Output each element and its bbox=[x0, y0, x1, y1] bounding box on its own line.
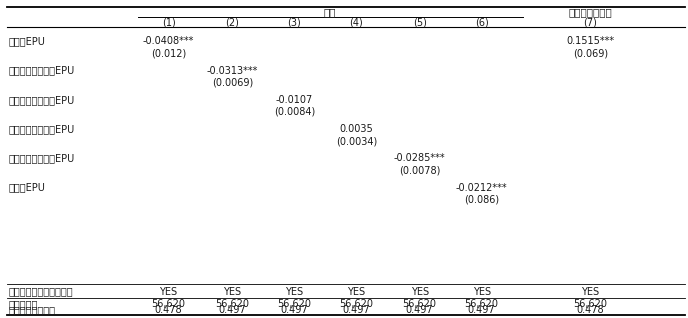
Text: 0.497: 0.497 bbox=[343, 305, 370, 315]
Text: -0.0212***: -0.0212*** bbox=[455, 183, 508, 193]
Text: 56,620: 56,620 bbox=[215, 299, 250, 309]
Text: 0.0035: 0.0035 bbox=[339, 124, 374, 134]
Text: (0.0078): (0.0078) bbox=[399, 165, 440, 176]
Text: 0.497: 0.497 bbox=[406, 305, 433, 315]
Text: 56,620: 56,620 bbox=[464, 299, 499, 309]
Text: (0.086): (0.086) bbox=[464, 195, 499, 205]
Text: -0.0285***: -0.0285*** bbox=[394, 153, 446, 163]
Text: 通商政策に関するEPU: 通商政策に関するEPU bbox=[8, 124, 74, 134]
Text: (1): (1) bbox=[162, 17, 175, 27]
Text: YES: YES bbox=[411, 287, 429, 297]
Text: 0.497: 0.497 bbox=[281, 305, 308, 315]
Text: 現金保有の変化: 現金保有の変化 bbox=[568, 7, 612, 17]
Text: YES: YES bbox=[473, 287, 491, 297]
Text: (0.0069): (0.0069) bbox=[212, 78, 253, 88]
Text: 日本のEPU: 日本のEPU bbox=[8, 36, 45, 46]
Text: YES: YES bbox=[224, 287, 241, 297]
Text: 0.1515***: 0.1515*** bbox=[566, 36, 614, 46]
Text: 金融政策に関するEPU: 金融政策に関するEPU bbox=[8, 95, 74, 105]
Text: 56,620: 56,620 bbox=[151, 299, 186, 309]
Text: -0.0313***: -0.0313*** bbox=[207, 66, 258, 76]
Text: 0.497: 0.497 bbox=[219, 305, 246, 315]
Text: 56,620: 56,620 bbox=[277, 299, 312, 309]
Text: (5): (5) bbox=[413, 17, 427, 27]
Text: 0.497: 0.497 bbox=[468, 305, 495, 315]
Text: (7): (7) bbox=[583, 17, 597, 27]
Text: 56,620: 56,620 bbox=[402, 299, 437, 309]
Text: 0.478: 0.478 bbox=[577, 305, 604, 315]
Text: サンプル数: サンプル数 bbox=[8, 299, 38, 309]
Text: -0.0408***: -0.0408*** bbox=[143, 36, 194, 46]
Text: (0.0084): (0.0084) bbox=[274, 107, 315, 117]
Text: YES: YES bbox=[347, 287, 365, 297]
Text: 56,620: 56,620 bbox=[573, 299, 608, 309]
Text: 米国のEPU: 米国のEPU bbox=[8, 183, 45, 193]
Text: 0.478: 0.478 bbox=[155, 305, 182, 315]
Text: (3): (3) bbox=[288, 17, 301, 27]
Text: 為替政策に関するEPU: 為替政策に関するEPU bbox=[8, 153, 74, 163]
Text: 修正済み決定係数: 修正済み決定係数 bbox=[8, 305, 55, 315]
Text: (0.069): (0.069) bbox=[572, 48, 608, 59]
Text: -0.0107: -0.0107 bbox=[276, 95, 313, 105]
Text: YES: YES bbox=[286, 287, 303, 297]
Text: コントロール変数の有無: コントロール変数の有無 bbox=[8, 287, 73, 297]
Text: 56,620: 56,620 bbox=[339, 299, 374, 309]
Text: YES: YES bbox=[581, 287, 599, 297]
Text: 投資: 投資 bbox=[324, 7, 336, 17]
Text: (0.012): (0.012) bbox=[151, 48, 186, 59]
Text: 財政政策に関するEPU: 財政政策に関するEPU bbox=[8, 66, 74, 76]
Text: (2): (2) bbox=[226, 17, 239, 27]
Text: (4): (4) bbox=[350, 17, 363, 27]
Text: YES: YES bbox=[160, 287, 178, 297]
Text: (0.0034): (0.0034) bbox=[336, 136, 377, 146]
Text: (6): (6) bbox=[475, 17, 488, 27]
